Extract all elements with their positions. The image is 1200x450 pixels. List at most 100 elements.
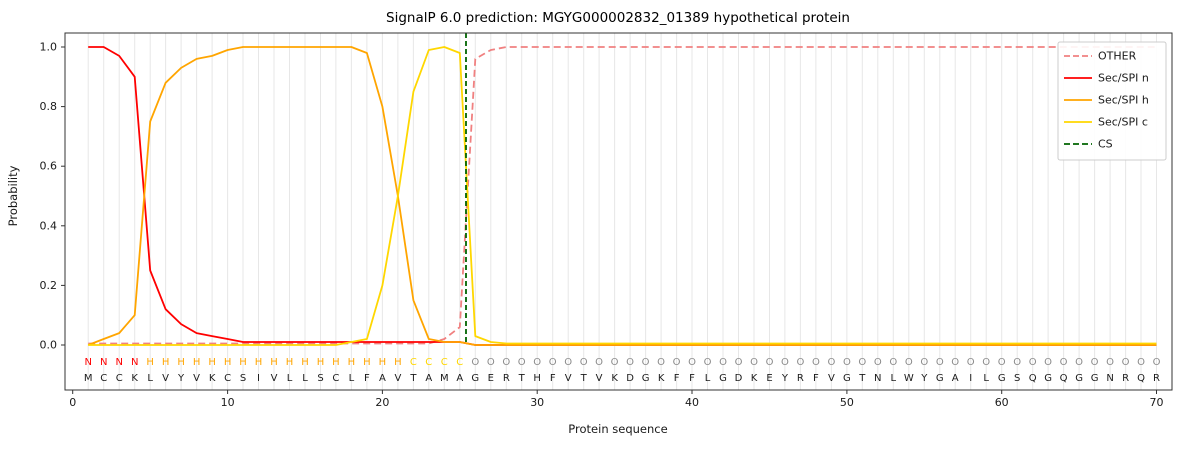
residue-letter: G [642,373,650,384]
residue-letter: I [257,373,260,384]
series-sec-spi-h [87,46,1157,346]
region-label: H [224,357,232,368]
region-label: H [348,357,356,368]
residue-letter: V [162,373,169,384]
residue-letter: G [1075,373,1083,384]
region-label: H [286,357,294,368]
residue-letter: C [116,373,123,384]
region-label: O [874,357,882,368]
region-label: O [967,357,975,368]
residue-letter: Q [1029,373,1037,384]
residue-letter: G [471,373,479,384]
legend-label-other: OTHER [1098,50,1137,63]
region-label: O [626,357,634,368]
region-label: O [1075,357,1083,368]
region-label: H [208,357,216,368]
residue-letter: G [719,373,727,384]
region-label: O [1153,357,1161,368]
x-tick-label: 60 [995,396,1009,409]
residue-letter: T [409,373,417,384]
region-label: O [1013,357,1021,368]
residue-letter: K [209,373,216,384]
x-tick-label: 50 [840,396,854,409]
legend-label-sec-spi-n: Sec/SPI n [1098,72,1149,85]
region-label: O [750,357,758,368]
residue-letter: C [332,373,339,384]
residue-letter: F [674,373,680,384]
y-tick-label: 0.2 [40,279,58,292]
residue-letter: A [952,373,959,384]
residue-letter: Y [781,373,789,384]
region-label: O [766,357,774,368]
region-label: O [843,357,851,368]
residue-letter: D [626,373,634,384]
residue-letter: N [1106,373,1113,384]
residue-letter: G [1044,373,1052,384]
residue-letter: G [1091,373,1099,384]
region-label: O [704,357,712,368]
x-tick-label: 70 [1150,396,1164,409]
region-label: O [936,357,944,368]
residue-letter: T [518,373,526,384]
residue-letter: L [705,373,711,384]
region-label: C [410,357,417,368]
gridlines [87,33,1157,390]
residue-letter: G [936,373,944,384]
region-label: O [1044,357,1052,368]
region-label: O [487,357,495,368]
region-label: O [1060,357,1068,368]
region-label: O [533,357,541,368]
region-label: O [827,357,835,368]
series-lines [87,33,1157,346]
residue-letter: M [440,373,449,384]
residue-letter: K [658,373,665,384]
region-label: N [131,357,138,368]
region-label: O [982,357,990,368]
legend-label-sec-spi-c: Sec/SPI c [1098,116,1148,129]
region-label: H [270,357,278,368]
x-axis-label: Protein sequence [568,422,667,436]
residue-letter: S [317,373,323,384]
residue-letter: R [1122,373,1129,384]
residue-letter: K [611,373,618,384]
residue-letter: V [193,373,200,384]
residue-letter: I [969,373,972,384]
region-label: H [162,357,170,368]
region-label: O [642,357,650,368]
residue-letter: C [100,373,107,384]
region-label: O [688,357,696,368]
residue-letter: L [983,373,989,384]
residue-letter: H [533,373,541,384]
residue-letter: L [147,373,153,384]
y-tick-label: 0.4 [40,219,58,232]
region-label: H [177,357,185,368]
residue-letter: V [394,373,401,384]
residue-letter: F [550,373,556,384]
region-label: O [502,357,510,368]
residue-letter: L [287,373,293,384]
residue-letter: Y [177,373,185,384]
region-label: O [889,357,897,368]
residue-letter: F [813,373,819,384]
residue-letter: A [425,373,432,384]
residue-letter: A [456,373,463,384]
region-label: O [951,357,959,368]
axes: 0 10 20 30 40 50 60 70 0.0 0.2 0.4 0.6 0.8 1.0 [40,32,1173,409]
residue-letter: Y [920,373,928,384]
residue-letter: C [224,373,231,384]
residue-letter: L [891,373,897,384]
chart-title: SignalP 6.0 prediction: MGYG000002832_01… [386,10,850,26]
series-sec-spi-c [88,46,1157,346]
y-tick-label: 0.8 [40,100,58,113]
residue-letter: Q [1060,373,1068,384]
residue-letter: W [904,373,914,384]
x-tick-label: 40 [685,396,699,409]
residue-letter: E [766,373,772,384]
region-label: H [363,357,371,368]
y-tick-label: 0.6 [40,160,58,173]
region-label: O [580,357,588,368]
x-tick-label: 30 [530,396,544,409]
region-label: O [1029,357,1037,368]
residue-letter: F [364,373,370,384]
region-label: O [812,357,820,368]
